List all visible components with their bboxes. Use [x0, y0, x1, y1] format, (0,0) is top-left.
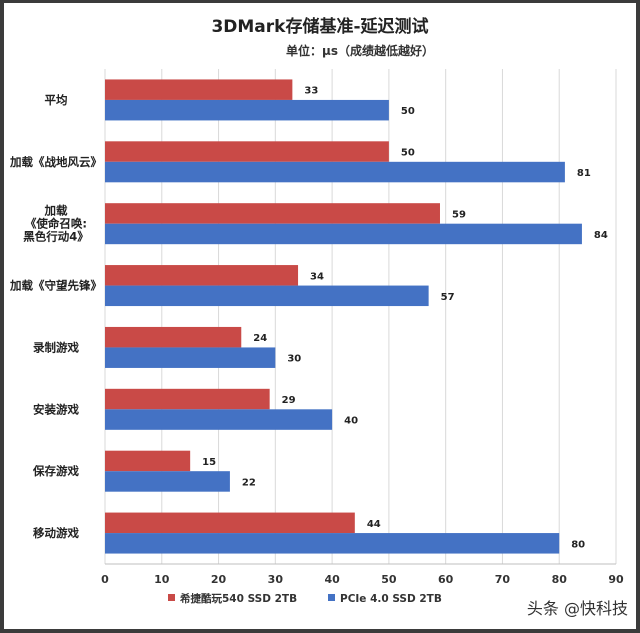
legend-label-0: 希捷酷玩540 SSD 2TB	[179, 592, 297, 605]
data-label-s0-5: 29	[282, 395, 296, 406]
chart-title: 3DMark存储基准-延迟测试	[211, 16, 428, 37]
chart-svg: 3DMark存储基准-延迟测试 单位：μs（成绩越低越好） 33 50 50 81 59…	[9, 16, 628, 618]
x-tick-label-8: 80	[552, 573, 568, 586]
data-label-s1-5: 40	[344, 416, 358, 427]
data-label-s1-3: 57	[441, 292, 455, 303]
legend-swatch-1	[328, 594, 335, 601]
x-tick-label-4: 40	[324, 573, 340, 586]
x-tick-label-1: 10	[154, 573, 170, 586]
bar-s1-1	[105, 161, 565, 183]
data-label-s0-2: 59	[452, 209, 466, 220]
x-tick-label-9: 90	[608, 573, 624, 586]
x-tick-label-7: 70	[495, 573, 511, 586]
bar-s1-7	[105, 533, 560, 554]
category-label-6: 保存游戏	[32, 464, 79, 478]
x-tick-label-3: 30	[268, 573, 284, 586]
chart-subtitle: 单位：μs（成绩越低越好）	[286, 43, 434, 58]
category-labels: 平均加载《战地风云》加载《使命召唤:黑色行动4》加载《守望先锋》录制游戏安装游戏…	[9, 93, 102, 540]
data-label-s1-7: 80	[571, 539, 585, 550]
bar-s0-2	[105, 203, 440, 224]
data-label-s0-1: 50	[401, 148, 415, 159]
category-label-1: 加载《战地风云》	[9, 155, 102, 169]
legend: 希捷酷玩540 SSD 2TB PCIe 4.0 SSD 2TB	[168, 592, 442, 605]
data-label-s0-4: 24	[253, 333, 267, 344]
bar-marks: 33 50 50 81 59 84 34 57 24 30 29 40 15 22 44 80	[105, 79, 608, 554]
data-label-s1-4: 30	[287, 354, 301, 365]
category-label-0: 平均	[45, 93, 68, 107]
data-label-s1-2: 84	[594, 230, 608, 241]
bar-s0-5	[105, 388, 270, 410]
category-label-7: 移动游戏	[33, 526, 79, 540]
bar-s1-3	[105, 285, 429, 307]
chart-panel: 3DMark存储基准-延迟测试 单位：μs（成绩越低越好） 33 50 50 81 59…	[4, 3, 636, 629]
data-label-s0-6: 15	[202, 457, 216, 468]
data-label-s0-0: 33	[304, 86, 318, 97]
bar-s1-2	[105, 223, 582, 245]
category-label-4: 录制游戏	[33, 340, 79, 354]
data-label-s0-7: 44	[367, 519, 381, 530]
category-label-5: 安装游戏	[33, 402, 79, 416]
data-label-s1-1: 81	[577, 168, 591, 179]
bar-s0-0	[105, 79, 293, 100]
data-label-s1-6: 22	[242, 477, 256, 488]
x-tick-label-5: 50	[381, 573, 397, 586]
bar-s1-5	[105, 409, 333, 430]
bar-s1-0	[105, 99, 389, 121]
bar-s0-6	[105, 450, 191, 472]
x-tick-label-0: 0	[101, 573, 109, 586]
data-label-s1-0: 50	[401, 106, 415, 117]
bar-s0-4	[105, 326, 242, 348]
watermark-text: 头条 @快科技	[527, 599, 628, 618]
x-tick-label-6: 60	[438, 573, 454, 586]
data-label-s0-3: 34	[310, 271, 324, 282]
bar-s0-3	[105, 265, 299, 286]
bar-s0-7	[105, 512, 355, 534]
category-label-3: 加载《守望先锋》	[9, 279, 102, 293]
bar-s1-4	[105, 347, 276, 368]
x-axis: 0 10 20 30 40 50 60 70 80 90	[101, 563, 624, 586]
bar-s0-1	[105, 141, 389, 162]
legend-label-1: PCIe 4.0 SSD 2TB	[340, 593, 442, 605]
x-tick-label-2: 20	[211, 573, 227, 586]
category-label-2: 加载《使命召唤:黑色行动4》	[23, 204, 89, 244]
legend-swatch-0	[168, 594, 175, 601]
bar-s1-6	[105, 471, 230, 492]
